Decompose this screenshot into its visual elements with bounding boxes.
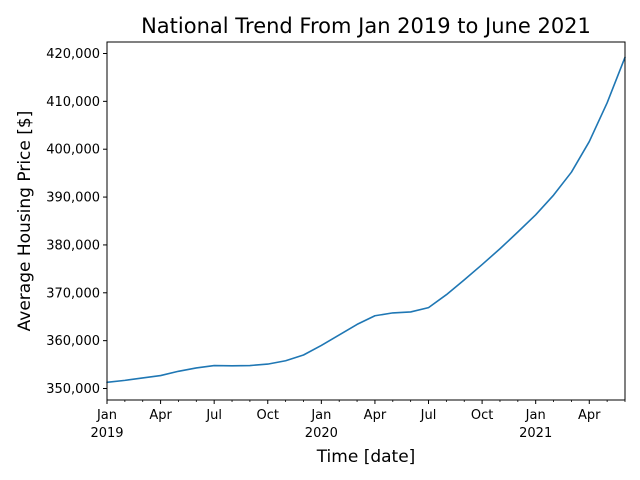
series-layer	[106, 56, 626, 384]
y-axis-title: Average Housing Price [$]	[15, 111, 35, 332]
x-tick-year-label: 2020	[305, 426, 338, 441]
x-tick-label: Jan	[96, 408, 117, 423]
y-tick-label: 400,000	[46, 143, 100, 158]
x-tick-label: Jul	[205, 408, 222, 423]
x-tick-label: Jan	[525, 408, 546, 423]
x-tick-label: Apr	[364, 408, 387, 423]
y-tick-label: 410,000	[46, 95, 100, 110]
x-tick-year-label: 2019	[90, 426, 123, 441]
y-tick-label: 360,000	[46, 334, 100, 349]
plot-area	[107, 42, 625, 400]
x-tick-label: Apr	[578, 408, 601, 423]
x-tick-label: Oct	[257, 408, 279, 423]
x-tick-year-label: 2021	[519, 426, 552, 441]
x-tick-label: Apr	[149, 408, 172, 423]
x-axis-title: Time [date]	[316, 447, 416, 467]
y-tick-label: 380,000	[46, 238, 100, 253]
x-tick-label: Jul	[420, 408, 437, 423]
y-tick-label: 350,000	[46, 382, 100, 397]
chart-title: National Trend From Jan 2019 to June 202…	[141, 14, 591, 38]
x-tick-label: Jan	[310, 408, 331, 423]
x-tick-label: Oct	[471, 408, 493, 423]
x-axis-ticks: Jan 2019 Apr Jul Oct Jan 2020 Apr Jul Oct Jan 2021 A…	[90, 400, 626, 441]
plot-frame	[106, 41, 626, 401]
y-tick-label: 390,000	[46, 191, 100, 206]
y-tick-label: 370,000	[46, 286, 100, 301]
y-axis-ticks: 350,000 360,000 370,000 380,000 390,000 400,0…	[46, 47, 107, 397]
y-tick-label: 420,000	[46, 47, 100, 62]
series-line	[106, 56, 626, 384]
